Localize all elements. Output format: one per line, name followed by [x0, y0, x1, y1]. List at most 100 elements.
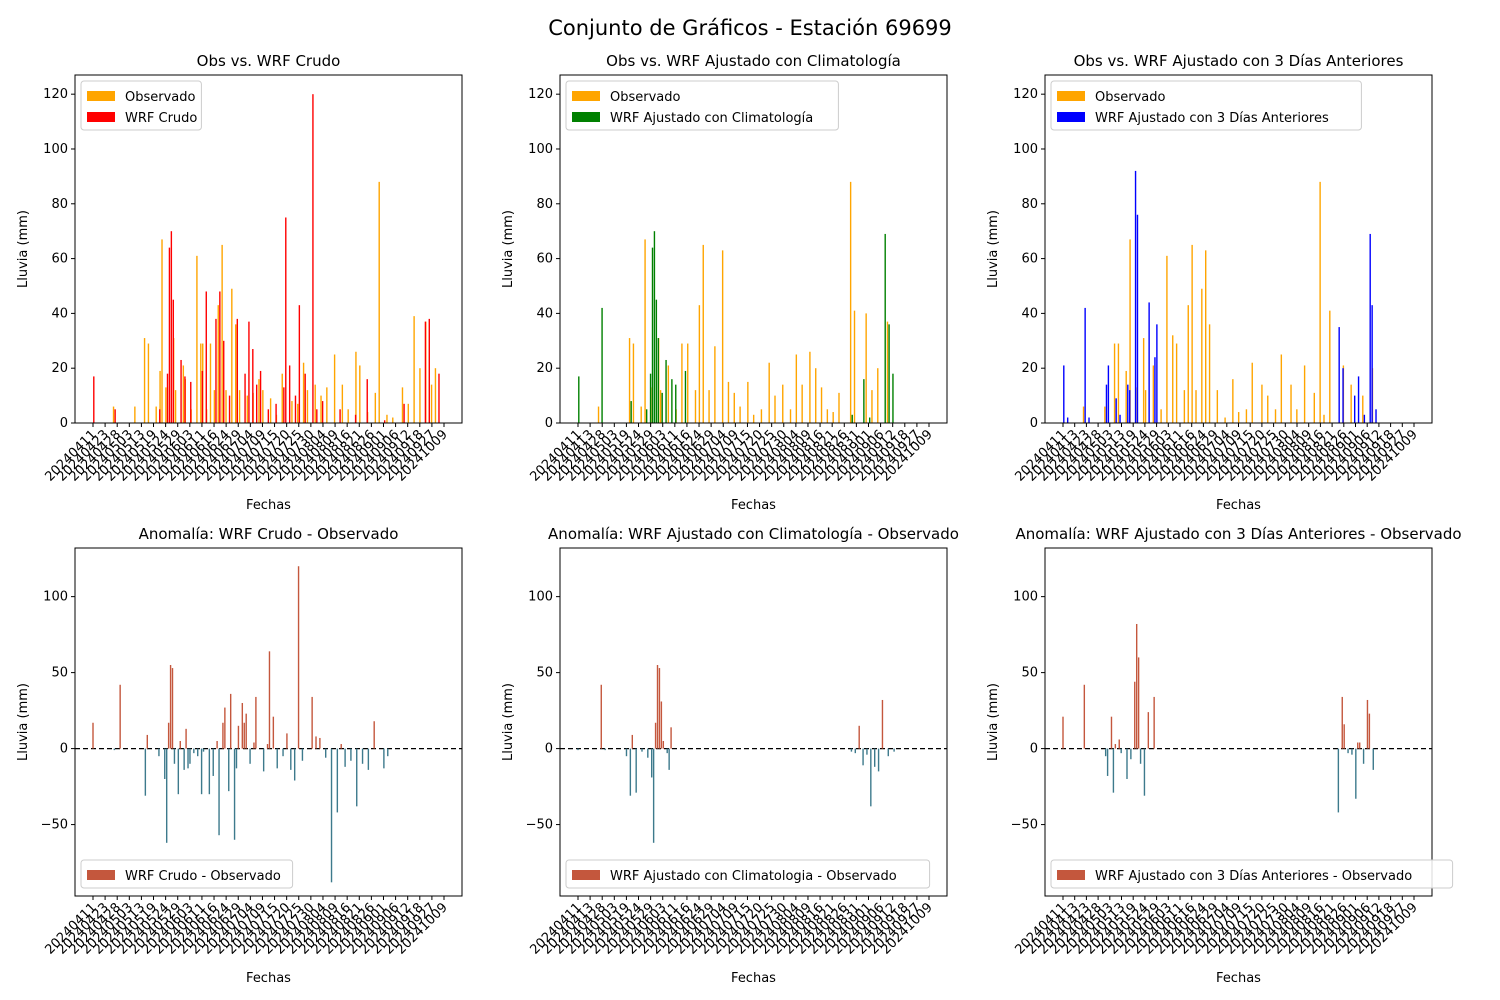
bar	[1139, 748, 1142, 764]
bar	[200, 343, 202, 423]
bar	[286, 733, 288, 749]
bar	[297, 566, 300, 749]
bar	[182, 365, 185, 423]
bar	[1136, 214, 1139, 423]
bar	[189, 748, 191, 764]
bar	[675, 384, 677, 423]
bar	[881, 699, 884, 749]
bar	[662, 740, 665, 749]
bar	[167, 722, 170, 749]
bar	[143, 338, 146, 423]
bar	[229, 693, 232, 749]
chart-panel-2: Obs vs. WRF Ajustado con Climatología 0 20…	[501, 52, 948, 513]
legend-box	[565, 859, 931, 889]
bar	[347, 409, 349, 423]
bar	[858, 725, 860, 749]
bar	[1104, 406, 1106, 423]
bar	[231, 288, 233, 423]
bar	[290, 748, 292, 770]
chart-panel-1: Obs vs. WRF Crudo02040608010012020240411…	[16, 52, 463, 513]
legend-box	[1050, 80, 1362, 131]
bar	[255, 696, 257, 749]
bar	[1110, 716, 1113, 749]
bar	[892, 373, 894, 423]
bar	[1290, 384, 1292, 423]
bar	[407, 403, 409, 423]
bar	[870, 748, 872, 807]
bar	[430, 384, 433, 423]
bar	[312, 94, 314, 424]
bar	[298, 305, 301, 423]
bar	[170, 231, 173, 423]
bar	[1313, 392, 1315, 423]
bar	[1118, 739, 1120, 749]
y-tick-label: 40	[536, 306, 553, 321]
bar	[893, 748, 895, 752]
bar	[1362, 748, 1365, 764]
bar	[1062, 716, 1064, 749]
bar	[201, 370, 204, 423]
y-tick-label: 50	[1021, 666, 1038, 681]
bar	[658, 668, 661, 749]
bar	[1372, 748, 1374, 770]
bar	[849, 181, 852, 423]
bar	[650, 748, 653, 778]
bar	[245, 713, 247, 749]
chart-panel-3: Obs vs. WRF Ajustado con 3 Días Anterior…	[986, 52, 1433, 513]
y-tick-label: 0	[1030, 416, 1038, 431]
y-axis-label: Lluvia (mm)	[501, 210, 516, 288]
legend-box	[1050, 859, 1454, 889]
bar	[315, 736, 317, 749]
bar	[187, 748, 189, 769]
bar	[1341, 696, 1343, 749]
bar	[1135, 623, 1138, 749]
bar	[1134, 681, 1136, 749]
bar	[1148, 302, 1150, 423]
bar	[877, 748, 880, 772]
bar	[1351, 748, 1353, 755]
bar	[1142, 338, 1145, 423]
bar	[272, 716, 275, 749]
bar	[1156, 324, 1158, 423]
bar	[1251, 362, 1253, 423]
bar	[632, 343, 635, 423]
bar	[1353, 395, 1356, 423]
bar	[1338, 327, 1340, 423]
legend-swatch	[87, 112, 115, 122]
bar	[266, 744, 269, 749]
bar	[1113, 343, 1116, 423]
bar	[815, 368, 817, 423]
legend: WRF Crudo - Observado	[80, 859, 294, 889]
bar	[173, 748, 176, 764]
bar	[1375, 409, 1377, 423]
bar	[219, 291, 221, 423]
bar	[1152, 365, 1155, 423]
bar	[1280, 354, 1283, 423]
legend: WRF Ajustado con 3 Días Anteriores - Obs…	[1050, 859, 1454, 889]
bar	[1267, 395, 1269, 423]
bar	[243, 722, 245, 749]
legend-label: WRF Ajustado con 3 Días Anteriores	[1095, 111, 1329, 126]
bar	[1144, 390, 1147, 423]
bar	[1154, 357, 1156, 423]
bar	[1134, 170, 1137, 423]
bar	[202, 748, 205, 752]
bar	[419, 368, 421, 423]
bar	[355, 351, 357, 423]
bar	[708, 390, 710, 423]
bar	[866, 748, 868, 755]
bar	[1129, 390, 1131, 423]
bar	[367, 748, 370, 770]
bar	[144, 748, 147, 796]
bar	[789, 409, 792, 423]
bar	[1216, 390, 1219, 423]
bar	[739, 406, 741, 423]
bar	[651, 247, 654, 423]
bar	[877, 368, 879, 423]
y-tick-label: 0	[60, 742, 68, 757]
bar	[174, 390, 177, 423]
bar	[222, 722, 224, 749]
bar	[1119, 414, 1121, 423]
bar	[200, 748, 203, 795]
bar	[865, 313, 867, 423]
